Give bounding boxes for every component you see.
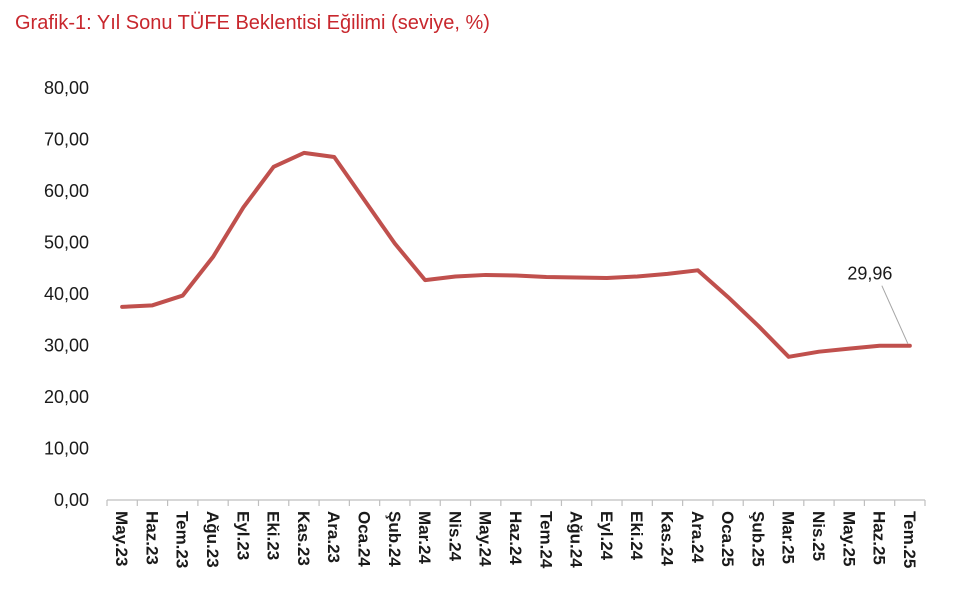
- x-tick-label: Ağu.24: [567, 511, 586, 568]
- x-tick-label: Eki.23: [264, 511, 283, 560]
- x-axis-tick-marks: [106, 500, 926, 506]
- data-labels: 29,96: [847, 264, 909, 344]
- data-label: 29,96: [847, 264, 892, 284]
- y-tick-label: 40,00: [44, 284, 89, 304]
- x-tick-label: May.25: [839, 511, 858, 566]
- x-tick-label: Haz.24: [506, 511, 525, 565]
- y-tick-label: 0,00: [54, 490, 89, 510]
- x-tick-label: Şub.24: [385, 511, 404, 567]
- x-tick-label: Eki.24: [627, 511, 646, 561]
- x-tick-label: Şub.25: [748, 511, 767, 567]
- y-tick-label: 60,00: [44, 181, 89, 201]
- x-tick-label: Eyl.23: [233, 511, 252, 560]
- chart-title: Grafik-1: Yıl Sonu TÜFE Beklentisi Eğili…: [15, 12, 490, 34]
- y-axis-tick-labels: 0,00 10,00 20,00 30,00 40,00 50,00 60,00 70,00 8…: [44, 78, 89, 510]
- x-tick-label: Mar.24: [415, 511, 434, 564]
- y-tick-label: 30,00: [44, 336, 89, 356]
- x-tick-label: May.24: [476, 511, 495, 567]
- x-tick-label: Nis.24: [445, 511, 464, 562]
- x-tick-label: Tem.23: [173, 511, 192, 568]
- x-axis-tick-labels: May.23 Haz.23 Tem.23 Ağu.23 Eyl.23 Eki.23 Kas.…: [112, 511, 919, 569]
- y-tick-label: 50,00: [44, 233, 89, 253]
- data-label-leader-line: [881, 285, 909, 344]
- x-tick-label: Tem.24: [536, 511, 555, 569]
- x-tick-label: Haz.23: [142, 511, 161, 565]
- y-tick-label: 20,00: [44, 387, 89, 407]
- x-tick-label: Ara.23: [324, 511, 343, 563]
- x-tick-label: Ağu.23: [203, 511, 222, 568]
- y-tick-label: 10,00: [44, 439, 89, 459]
- x-tick-label: Mar.25: [779, 511, 798, 564]
- x-tick-label: Haz.25: [870, 511, 889, 565]
- series-line: [120, 150, 912, 359]
- x-tick-label: Ara.24: [688, 511, 707, 564]
- y-tick-label: 70,00: [44, 130, 89, 150]
- x-tick-label: Kas.23: [294, 511, 313, 566]
- x-tick-label: Eyl.24: [597, 511, 616, 561]
- x-tick-label: Oca.25: [718, 511, 737, 567]
- y-tick-label: 80,00: [44, 78, 89, 98]
- x-tick-label: Oca.24: [355, 511, 374, 567]
- x-tick-label: Nis.25: [809, 511, 828, 561]
- x-tick-label: May.23: [112, 511, 131, 566]
- x-tick-label: Tem.25: [900, 511, 919, 568]
- series-layer: [120, 150, 912, 359]
- x-tick-label: Kas.24: [657, 511, 676, 566]
